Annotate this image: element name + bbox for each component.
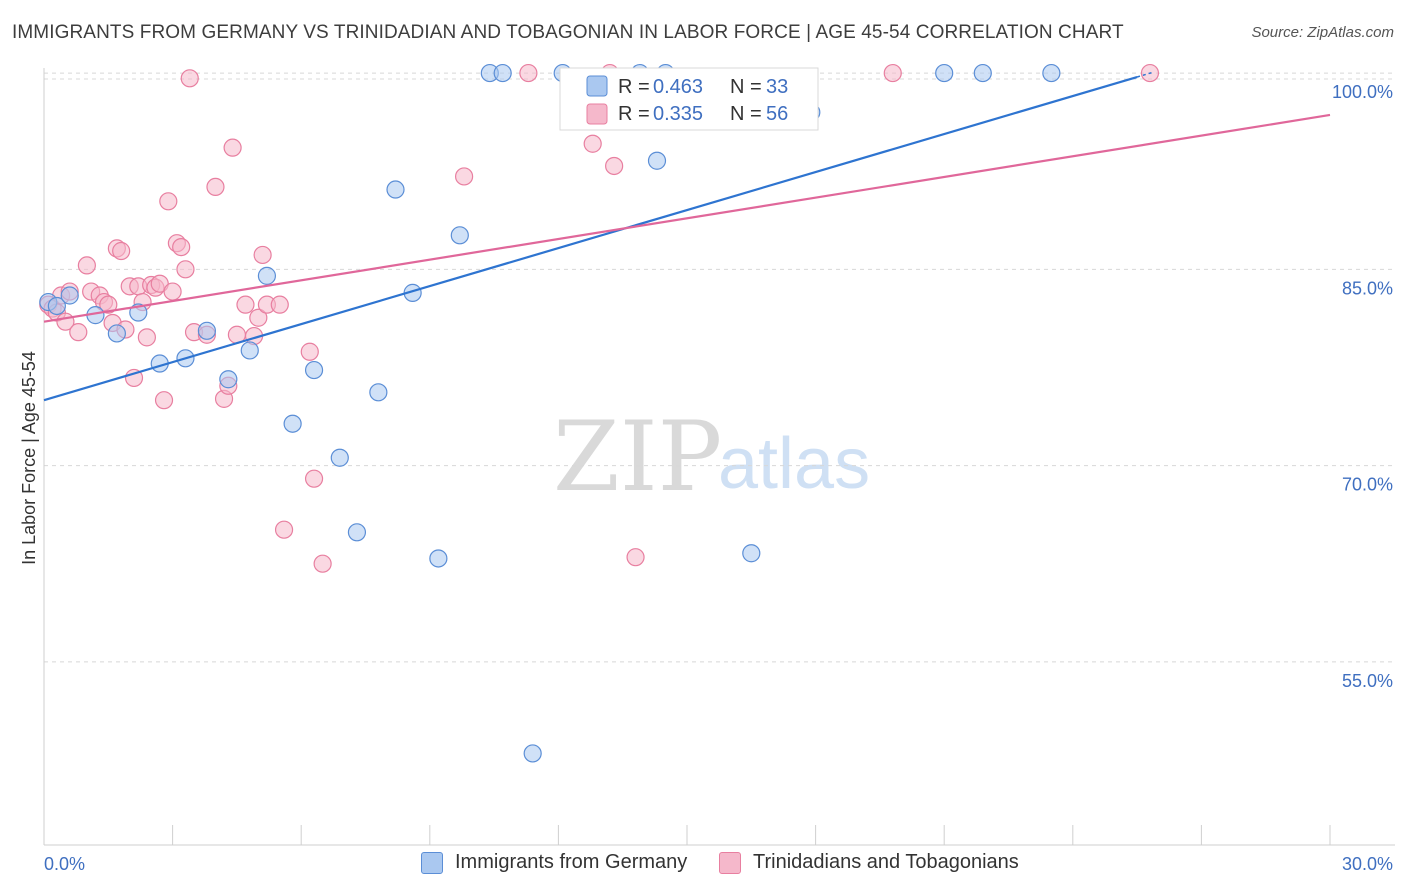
germany-point-8 [197, 321, 216, 340]
y-tick-label-2: 85.0% [1342, 278, 1393, 298]
trinidadian-point-20 [137, 328, 156, 347]
legend-label-germany: Immigrants from Germany [455, 851, 688, 873]
gridlines [44, 72, 1395, 663]
germany-point-23 [523, 744, 542, 763]
germany-point-10 [240, 341, 259, 360]
y-tick-labels: 55.0% 70.0% 85.0% 100.0% [1332, 82, 1393, 691]
axes [43, 68, 1395, 846]
trinidadian-point-41 [253, 245, 272, 265]
x-tick-label-1: 30.0% [1342, 854, 1393, 874]
germany-point-16 [369, 383, 388, 402]
germany-point-30 [935, 63, 954, 83]
germany-trend-line [43, 75, 1138, 402]
x-tick-label-0: 0.0% [44, 854, 85, 874]
germany-point-1 [47, 296, 66, 316]
germany-point-9 [219, 370, 238, 389]
trinidadian-point-24 [154, 391, 174, 410]
trend-lines [43, 71, 1331, 402]
trinidadian-point-43 [270, 295, 289, 314]
legend-label-trinidadian: Trinidadians and Tobagonians [753, 851, 1019, 873]
trinidadian-point-28 [172, 237, 191, 257]
legend-item-trinidadian[interactable]: Trinidadians and Tobagonians [719, 851, 1019, 874]
germany-point-32 [1042, 63, 1061, 83]
legend-r-value-trinidadian: 0.335 [653, 103, 703, 125]
germany-point-15 [347, 523, 367, 542]
legend-swatch-trinidadian [586, 103, 608, 125]
trinidadian-point-51 [605, 156, 624, 176]
trinidadian-trend-line [43, 113, 1331, 323]
correlation-legend: R = 0.463 N = 33 R = 0.335 N = 56 [559, 67, 819, 131]
germany-point-19 [429, 549, 448, 568]
germany-trend-extension [1136, 71, 1155, 78]
trinidadian-point-7 [77, 256, 96, 275]
germany-point-27 [647, 151, 667, 170]
trinidadian-point-38 [236, 295, 255, 314]
legend-r-value-germany: 0.463 [653, 76, 703, 98]
legend-r-label-germany: R = [618, 76, 650, 98]
trinidadian-point-36 [223, 138, 242, 157]
watermark-zip: ZIP [553, 401, 722, 513]
germany-point-12 [283, 414, 302, 433]
germany-point-22 [493, 63, 512, 83]
trinidadian-point-25 [159, 192, 178, 211]
y-axis-title: In Labor Force | Age 45-54 [19, 351, 39, 565]
germany-point-14 [330, 448, 349, 467]
trinidadian-point-40 [249, 308, 268, 327]
series-legend: Immigrants from Germany Trinidadians and… [0, 851, 1406, 879]
trinidadian-point-6 [69, 323, 88, 342]
trinidadian-point-53 [883, 63, 902, 83]
trinidadian-point-49 [519, 63, 538, 83]
legend-n-value-trinidadian: 56 [766, 103, 788, 125]
legend-item-germany[interactable]: Immigrants from Germany [421, 851, 687, 874]
germany-point-11 [257, 266, 277, 285]
source-credit: Source: ZipAtlas.com [1251, 24, 1394, 41]
germany-point-2 [60, 286, 79, 305]
legend-n-label-trinidadian: N = [730, 103, 762, 125]
trinidadian-point-45 [300, 342, 319, 361]
germany-point-31 [973, 63, 992, 83]
y-tick-label-3: 100.0% [1332, 82, 1393, 102]
legend-swatch-trinidadian-bottom [719, 851, 741, 874]
germany-point-17 [386, 180, 405, 199]
trinidadian-point-33 [206, 177, 225, 197]
y-tick-label-1: 70.0% [1342, 475, 1393, 495]
trinidadian-point-47 [313, 554, 332, 573]
chart-title: IMMIGRANTS FROM GERMANY VS TRINIDADIAN A… [12, 22, 1124, 43]
trinidadian-point-48 [454, 167, 474, 186]
legend-n-value-germany: 33 [766, 76, 788, 98]
legend-n-label-germany: N = [730, 76, 762, 98]
legend-swatch-germany-bottom [421, 851, 443, 874]
trinidadian-point-46 [304, 469, 324, 488]
trinidadian-point-29 [176, 260, 195, 279]
legend-swatch-germany [586, 75, 608, 97]
germany-point-20 [450, 226, 469, 245]
x-tick-labels: 0.0% 30.0% [44, 854, 1393, 874]
trinidadian-point-30 [180, 69, 199, 88]
trinidadian-point-50 [583, 134, 602, 153]
legend-r-label-trinidadian: R = [618, 103, 650, 125]
watermark-atlas: atlas [718, 424, 870, 504]
trinidadian-point-44 [274, 520, 294, 539]
trinidadian-point-52 [626, 548, 645, 567]
germany-point-13 [304, 360, 324, 380]
series-germany-points [39, 63, 1061, 763]
y-tick-label-0: 55.0% [1342, 671, 1393, 691]
germany-point-4 [107, 324, 126, 343]
germany-point-28 [742, 544, 761, 563]
zipatlas-watermark: ZIP atlas [553, 401, 870, 513]
trinidadian-point-26 [163, 282, 182, 301]
trinidadian-point-14 [112, 241, 131, 261]
trinidadian-point-11 [99, 295, 118, 314]
